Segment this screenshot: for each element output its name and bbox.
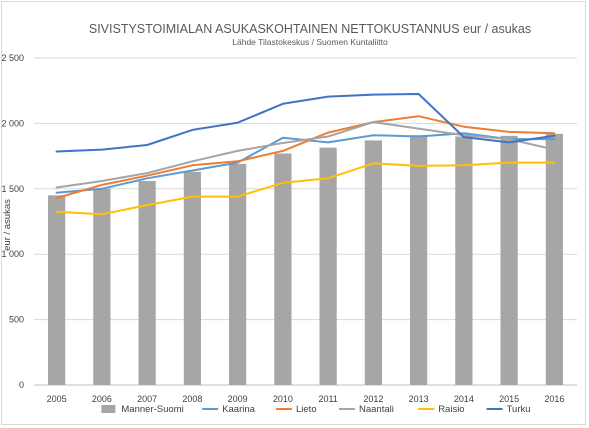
legend-label-manner-suomi: Manner-Suomi [121, 404, 183, 415]
bar-manner-suomi [183, 171, 201, 385]
legend-label-kaarina: Kaarina [222, 404, 255, 415]
bar-manner-suomi [229, 163, 247, 385]
x-tick-label: 2014 [454, 394, 474, 404]
y-axis-label: eur / asukas [2, 199, 13, 251]
x-tick-label: 2013 [409, 394, 429, 404]
x-tick-labels: 2005 2006 2007 2008 2009 2010 2011 2012 2013 2014… [47, 394, 565, 404]
legend-label-naantali: Naantali [359, 404, 394, 415]
chart-subtitle: Lähde Tilastokeskus / Suomen Kuntaliitto [232, 37, 388, 47]
x-tick-label: 2010 [273, 394, 293, 404]
x-tick-label: 2009 [228, 394, 248, 404]
bar-manner-suomi [93, 188, 111, 385]
bar-manner-suomi [138, 180, 156, 385]
legend-label-raisio: Raisio [438, 404, 464, 415]
y-tick-label: 0 [19, 380, 24, 390]
y-tick-label: 1 000 [1, 249, 24, 259]
legend: Manner-Suomi Kaarina Lieto Naantali Raisio Tu… [101, 404, 531, 415]
legend-label-lieto: Lieto [296, 404, 317, 415]
y-tick-label: 500 [9, 315, 24, 325]
x-tick-label: 2015 [499, 394, 519, 404]
line-raisio [55, 161, 556, 216]
bar-manner-suomi [410, 135, 428, 385]
line-turku [55, 93, 556, 153]
legend-swatch-manner-suomi [101, 405, 116, 413]
y-tick-label: 1 500 [1, 184, 24, 194]
y-tick-label: 2 500 [1, 53, 24, 63]
bar-manner-suomi [455, 136, 473, 385]
line-lieto [55, 115, 556, 199]
bar-series [48, 133, 563, 385]
legend-label-turku: Turku [507, 404, 531, 415]
x-tick-label: 2016 [544, 394, 564, 404]
y-tick-label: 2 000 [1, 118, 24, 128]
bar-manner-suomi [274, 153, 292, 385]
x-tick-label: 2012 [363, 394, 383, 404]
x-tick-label: 2006 [92, 394, 112, 404]
x-tick-label: 2008 [182, 394, 202, 404]
bar-manner-suomi [545, 133, 563, 385]
chart-title: SIVISTYSTOIMIALAN ASUKASKOHTAINEN NETTOK… [89, 22, 531, 36]
bar-manner-suomi [500, 135, 518, 385]
line-naantali [55, 121, 556, 189]
bar-manner-suomi [48, 195, 66, 385]
bar-manner-suomi [319, 147, 337, 385]
bar-manner-suomi [364, 140, 382, 385]
x-tick-label: 2011 [318, 394, 337, 404]
x-tick-label: 2005 [47, 394, 67, 404]
y-tick-labels: 0 500 1 000 1 500 2 000 2 500 [1, 53, 24, 390]
line-series [55, 93, 556, 216]
gridlines [34, 57, 577, 386]
x-tick-label: 2007 [137, 394, 157, 404]
